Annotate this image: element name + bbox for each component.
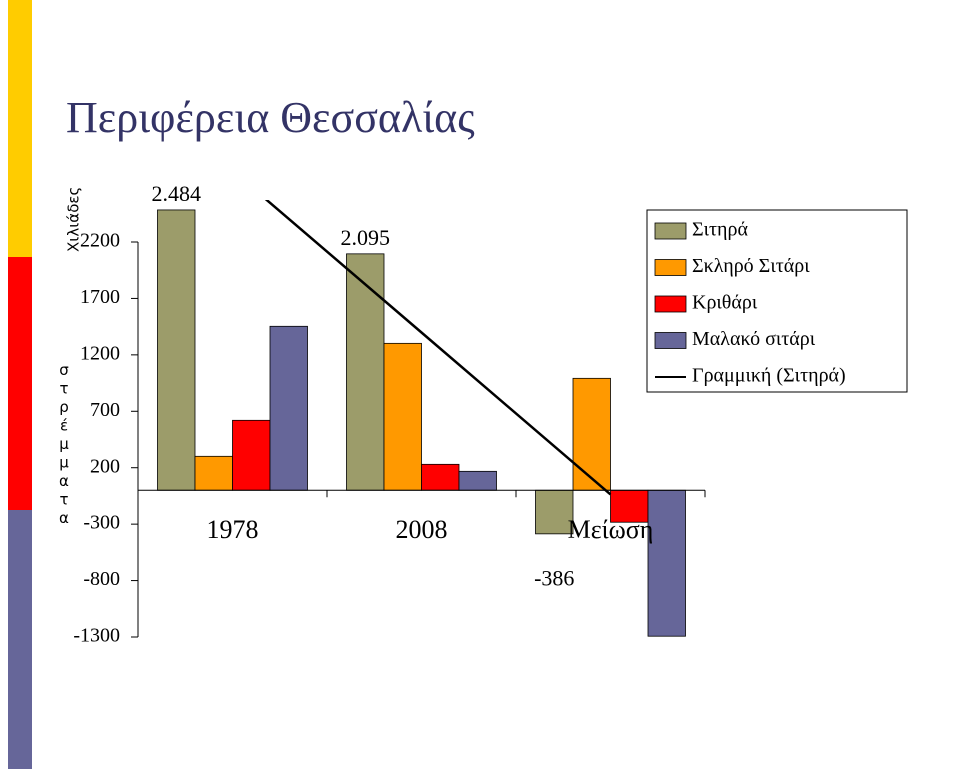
bar bbox=[647, 489, 686, 637]
legend-swatch bbox=[654, 295, 687, 313]
x-tick-label: 1978 bbox=[207, 515, 259, 544]
bar bbox=[572, 377, 611, 491]
bar bbox=[458, 470, 497, 491]
y-tick-label: 1700 bbox=[80, 286, 120, 308]
y-tick-label: -1300 bbox=[73, 625, 120, 647]
bar bbox=[269, 325, 308, 491]
bar bbox=[421, 463, 460, 491]
y-tick-label: -800 bbox=[83, 568, 120, 590]
side-bar bbox=[8, 510, 32, 769]
y-axis-label: Χιλιάδες bbox=[65, 187, 83, 252]
legend bbox=[646, 209, 908, 393]
legend-swatch bbox=[654, 259, 687, 276]
y-tick-label: 1200 bbox=[80, 342, 120, 364]
y-tick-label: 700 bbox=[90, 399, 120, 421]
bar bbox=[535, 489, 574, 535]
x-tick-label: Μείωση bbox=[568, 515, 654, 544]
legend-label: Μαλακό σιτάρι bbox=[692, 328, 816, 350]
bar bbox=[157, 209, 196, 491]
x-tick-label: 2008 bbox=[396, 515, 448, 544]
value-label: 2.484 bbox=[152, 181, 202, 206]
bar bbox=[194, 455, 233, 491]
y-tick-label: 2200 bbox=[80, 230, 120, 252]
bar bbox=[383, 342, 422, 491]
legend-label: Κριθάρι bbox=[692, 292, 758, 314]
bar bbox=[346, 253, 385, 491]
side-bar bbox=[8, 257, 32, 510]
legend-label: Γραμμική (Σιτηρά) bbox=[692, 365, 846, 387]
legend-swatch bbox=[654, 222, 687, 240]
y-tick-label: -300 bbox=[83, 512, 120, 534]
legend-label: Σιτηρά bbox=[692, 219, 748, 241]
trend-line bbox=[264, 200, 612, 496]
value-label: -386 bbox=[534, 566, 574, 591]
legend-swatch bbox=[654, 332, 687, 349]
bar bbox=[232, 419, 271, 491]
chart-title: Περιφέρεια Θεσσαλίας bbox=[66, 93, 475, 142]
legend-label: Σκληρό Σιτάρι bbox=[692, 255, 810, 277]
side-bar bbox=[8, 0, 32, 257]
value-label: 2.095 bbox=[341, 225, 391, 250]
y-tick-label: 200 bbox=[90, 455, 120, 477]
